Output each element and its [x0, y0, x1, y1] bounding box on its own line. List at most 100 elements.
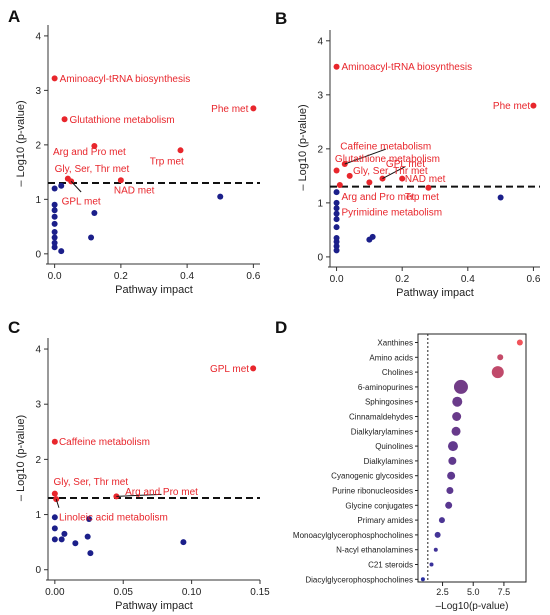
y-tick-label: 2	[317, 144, 323, 155]
x-tick-label: 0.2	[114, 271, 128, 282]
x-tick-label: 0.6	[246, 271, 260, 282]
y-tick-label: 1	[35, 510, 41, 521]
category-label: Cholines	[382, 368, 413, 377]
significant-point	[346, 172, 353, 179]
y-axis-label: – Log10 (p-value)	[15, 415, 27, 501]
y-tick-label: 4	[317, 36, 323, 47]
x-tick-label: 0.0	[330, 274, 344, 285]
y-axis-label: – Log10 (p-value)	[297, 104, 309, 190]
category-dot	[447, 441, 458, 452]
annotation-leader-line	[344, 148, 386, 165]
category-label: Purine ribonucleosides	[332, 487, 413, 496]
category-dot	[420, 577, 425, 582]
x-tick-label: 0.4	[180, 271, 194, 282]
nonsignificant-point	[333, 243, 340, 250]
nonsignificant-point	[51, 514, 58, 521]
y-tick-label: 0	[35, 565, 41, 576]
category-label: Cinnamaldehydes	[349, 413, 413, 422]
nonsignificant-point	[333, 189, 340, 196]
y-tick-label: 3	[35, 86, 41, 97]
annotation-leader-line	[382, 165, 406, 180]
pathway-annotation: Trp met	[405, 192, 439, 203]
nonsignificant-point	[87, 550, 94, 557]
nonsignificant-point	[333, 238, 340, 245]
nonsignificant-point	[333, 199, 340, 206]
annotation-leader-line	[116, 493, 162, 497]
nonsignificant-point	[88, 234, 95, 241]
significant-point	[333, 167, 340, 174]
significant-point	[51, 438, 58, 445]
x-tick-label: 0.10	[182, 587, 202, 598]
pathway-annotation: Pyrimidine metabolism	[341, 208, 442, 219]
significant-point	[51, 75, 58, 82]
significant-point	[425, 184, 432, 191]
y-tick-label: 0	[317, 252, 323, 263]
pathway-annotation: Caffeine metabolism	[340, 142, 431, 153]
category-label: N-acyl ethanolamines	[336, 546, 413, 555]
pathway-annotation: GPL met	[210, 364, 249, 375]
category-dot	[445, 501, 453, 509]
category-dot	[434, 531, 441, 538]
nonsignificant-point	[497, 194, 504, 201]
y-tick-label: 3	[35, 400, 41, 411]
pathway-annotation: Gly, Ser, Thr met	[53, 477, 128, 488]
category-dot	[452, 412, 462, 421]
panel-label-d: D	[275, 318, 287, 337]
pathway-annotation: Arg and Pro met	[53, 147, 126, 158]
x-axis-label: Pathway impact	[115, 600, 193, 612]
nonsignificant-point	[333, 224, 340, 231]
category-label: Glycine conjugates	[345, 501, 413, 510]
category-dot	[452, 396, 463, 407]
nonsignificant-point	[72, 540, 79, 547]
y-tick-label: 1	[35, 195, 41, 206]
y-tick-label: 2	[35, 140, 41, 151]
y-tick-label: 4	[35, 31, 41, 42]
annotation-leader-line	[70, 181, 82, 193]
panel-a: 0 1 2 3 4 0.0 0.2 0.4 0.6 Pathway impact – Log10 (…	[15, 25, 261, 296]
pathway-annotation: Trp met	[150, 157, 184, 168]
x-tick-label: 5.0	[467, 587, 480, 597]
significant-point	[177, 147, 184, 154]
pathway-annotation: Phe met	[211, 104, 248, 115]
category-dot	[429, 562, 434, 567]
nonsignificant-point	[180, 539, 187, 546]
y-tick-label: 4	[35, 345, 41, 356]
category-dot	[516, 339, 523, 346]
x-tick-label: 0.15	[250, 587, 270, 598]
category-label: Monoacylglycerophosphocholines	[293, 531, 413, 540]
nonsignificant-point	[58, 182, 65, 189]
x-tick-label: 0.4	[461, 274, 475, 285]
pathway-annotation: Arg and Pro met	[341, 192, 414, 203]
pathway-annotation: Aminoacyl-tRNA biosynthesis	[341, 62, 472, 73]
x-tick-label: 0.6	[526, 274, 540, 285]
nonsignificant-point	[51, 213, 58, 220]
pathway-annotation: Caffeine metabolism	[59, 437, 150, 448]
category-dot	[451, 426, 461, 436]
pathway-annotation: Arg and Pro met	[125, 487, 198, 498]
significant-point	[530, 102, 537, 109]
category-label: Xanthines	[377, 339, 413, 348]
x-tick-label: 0.05	[113, 587, 133, 598]
y-tick-label: 3	[317, 90, 323, 101]
nonsignificant-point	[86, 515, 93, 522]
x-axis-label: Pathway impact	[396, 287, 474, 299]
significant-point	[91, 142, 98, 149]
y-tick-label: 2	[35, 455, 41, 466]
nonsignificant-point	[51, 201, 58, 208]
nonsignificant-point	[217, 193, 224, 200]
nonsignificant-point	[58, 248, 65, 255]
x-tick-label: 0.00	[45, 587, 65, 598]
panel-d: Xanthines Amino acids Cholines 6-aminopurin…	[293, 333, 527, 612]
nonsignificant-point	[369, 233, 376, 240]
nonsignificant-point	[51, 239, 58, 246]
significant-point	[117, 177, 124, 184]
nonsignificant-point	[333, 210, 340, 217]
significant-point	[333, 63, 340, 70]
x-tick-label: 7.5	[498, 587, 511, 597]
panel-label-c: C	[8, 318, 20, 337]
x-tick-label: 0.0	[48, 271, 62, 282]
significant-point	[61, 116, 68, 123]
nonsignificant-point	[333, 216, 340, 223]
plot-frame	[417, 333, 527, 583]
